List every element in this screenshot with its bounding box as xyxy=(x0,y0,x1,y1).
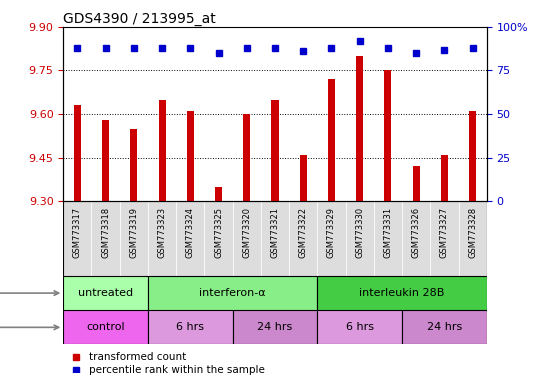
Text: control: control xyxy=(86,322,125,332)
Text: 24 hrs: 24 hrs xyxy=(427,322,462,332)
Text: GSM773325: GSM773325 xyxy=(214,207,223,258)
Text: GSM773319: GSM773319 xyxy=(129,207,139,258)
Bar xyxy=(187,111,194,201)
Bar xyxy=(317,201,345,276)
Bar xyxy=(459,201,487,276)
Bar xyxy=(289,201,317,276)
Text: GSM773327: GSM773327 xyxy=(440,207,449,258)
Bar xyxy=(63,201,91,276)
Bar xyxy=(441,155,448,201)
Bar xyxy=(402,201,430,276)
Bar xyxy=(402,310,487,344)
Text: GSM773328: GSM773328 xyxy=(468,207,477,258)
Bar xyxy=(63,310,148,344)
Text: percentile rank within the sample: percentile rank within the sample xyxy=(89,365,265,375)
Bar xyxy=(384,71,392,201)
Text: 6 hrs: 6 hrs xyxy=(346,322,373,332)
Text: GSM773326: GSM773326 xyxy=(411,207,421,258)
Text: untreated: untreated xyxy=(78,288,133,298)
Bar xyxy=(120,201,148,276)
Text: interferon-α: interferon-α xyxy=(199,288,266,298)
Bar xyxy=(261,201,289,276)
Text: GSM773330: GSM773330 xyxy=(355,207,364,258)
Text: 24 hrs: 24 hrs xyxy=(257,322,293,332)
Text: 6 hrs: 6 hrs xyxy=(177,322,204,332)
Bar xyxy=(63,276,148,310)
Text: GSM773331: GSM773331 xyxy=(383,207,393,258)
Bar xyxy=(148,310,233,344)
Bar xyxy=(469,111,476,201)
Bar xyxy=(148,201,176,276)
Bar xyxy=(317,310,402,344)
Bar xyxy=(130,129,138,201)
Text: GSM773318: GSM773318 xyxy=(101,207,110,258)
Bar xyxy=(300,155,307,201)
Bar xyxy=(205,201,233,276)
Text: GSM773317: GSM773317 xyxy=(73,207,82,258)
Text: agent: agent xyxy=(0,288,59,298)
Text: time: time xyxy=(0,322,59,332)
Bar xyxy=(102,120,109,201)
Text: transformed count: transformed count xyxy=(89,352,186,362)
Bar xyxy=(233,310,317,344)
Bar xyxy=(345,201,374,276)
Text: GSM773322: GSM773322 xyxy=(299,207,308,258)
Text: GSM773321: GSM773321 xyxy=(271,207,279,258)
Bar xyxy=(412,166,420,201)
Bar xyxy=(215,187,222,201)
Bar xyxy=(74,105,81,201)
Text: GSM773329: GSM773329 xyxy=(327,207,336,258)
Text: GSM773320: GSM773320 xyxy=(242,207,251,258)
Bar xyxy=(272,99,278,201)
Bar xyxy=(317,276,487,310)
Text: GSM773324: GSM773324 xyxy=(186,207,195,258)
Bar xyxy=(356,56,363,201)
Bar xyxy=(233,201,261,276)
Bar xyxy=(374,201,402,276)
Bar xyxy=(91,201,120,276)
Bar xyxy=(176,201,205,276)
Bar xyxy=(158,99,166,201)
Bar xyxy=(328,79,335,201)
Text: GSM773323: GSM773323 xyxy=(157,207,167,258)
Text: interleukin 28B: interleukin 28B xyxy=(359,288,445,298)
Bar xyxy=(148,276,317,310)
Bar xyxy=(243,114,250,201)
Text: GDS4390 / 213995_at: GDS4390 / 213995_at xyxy=(63,12,216,26)
Bar xyxy=(430,201,459,276)
